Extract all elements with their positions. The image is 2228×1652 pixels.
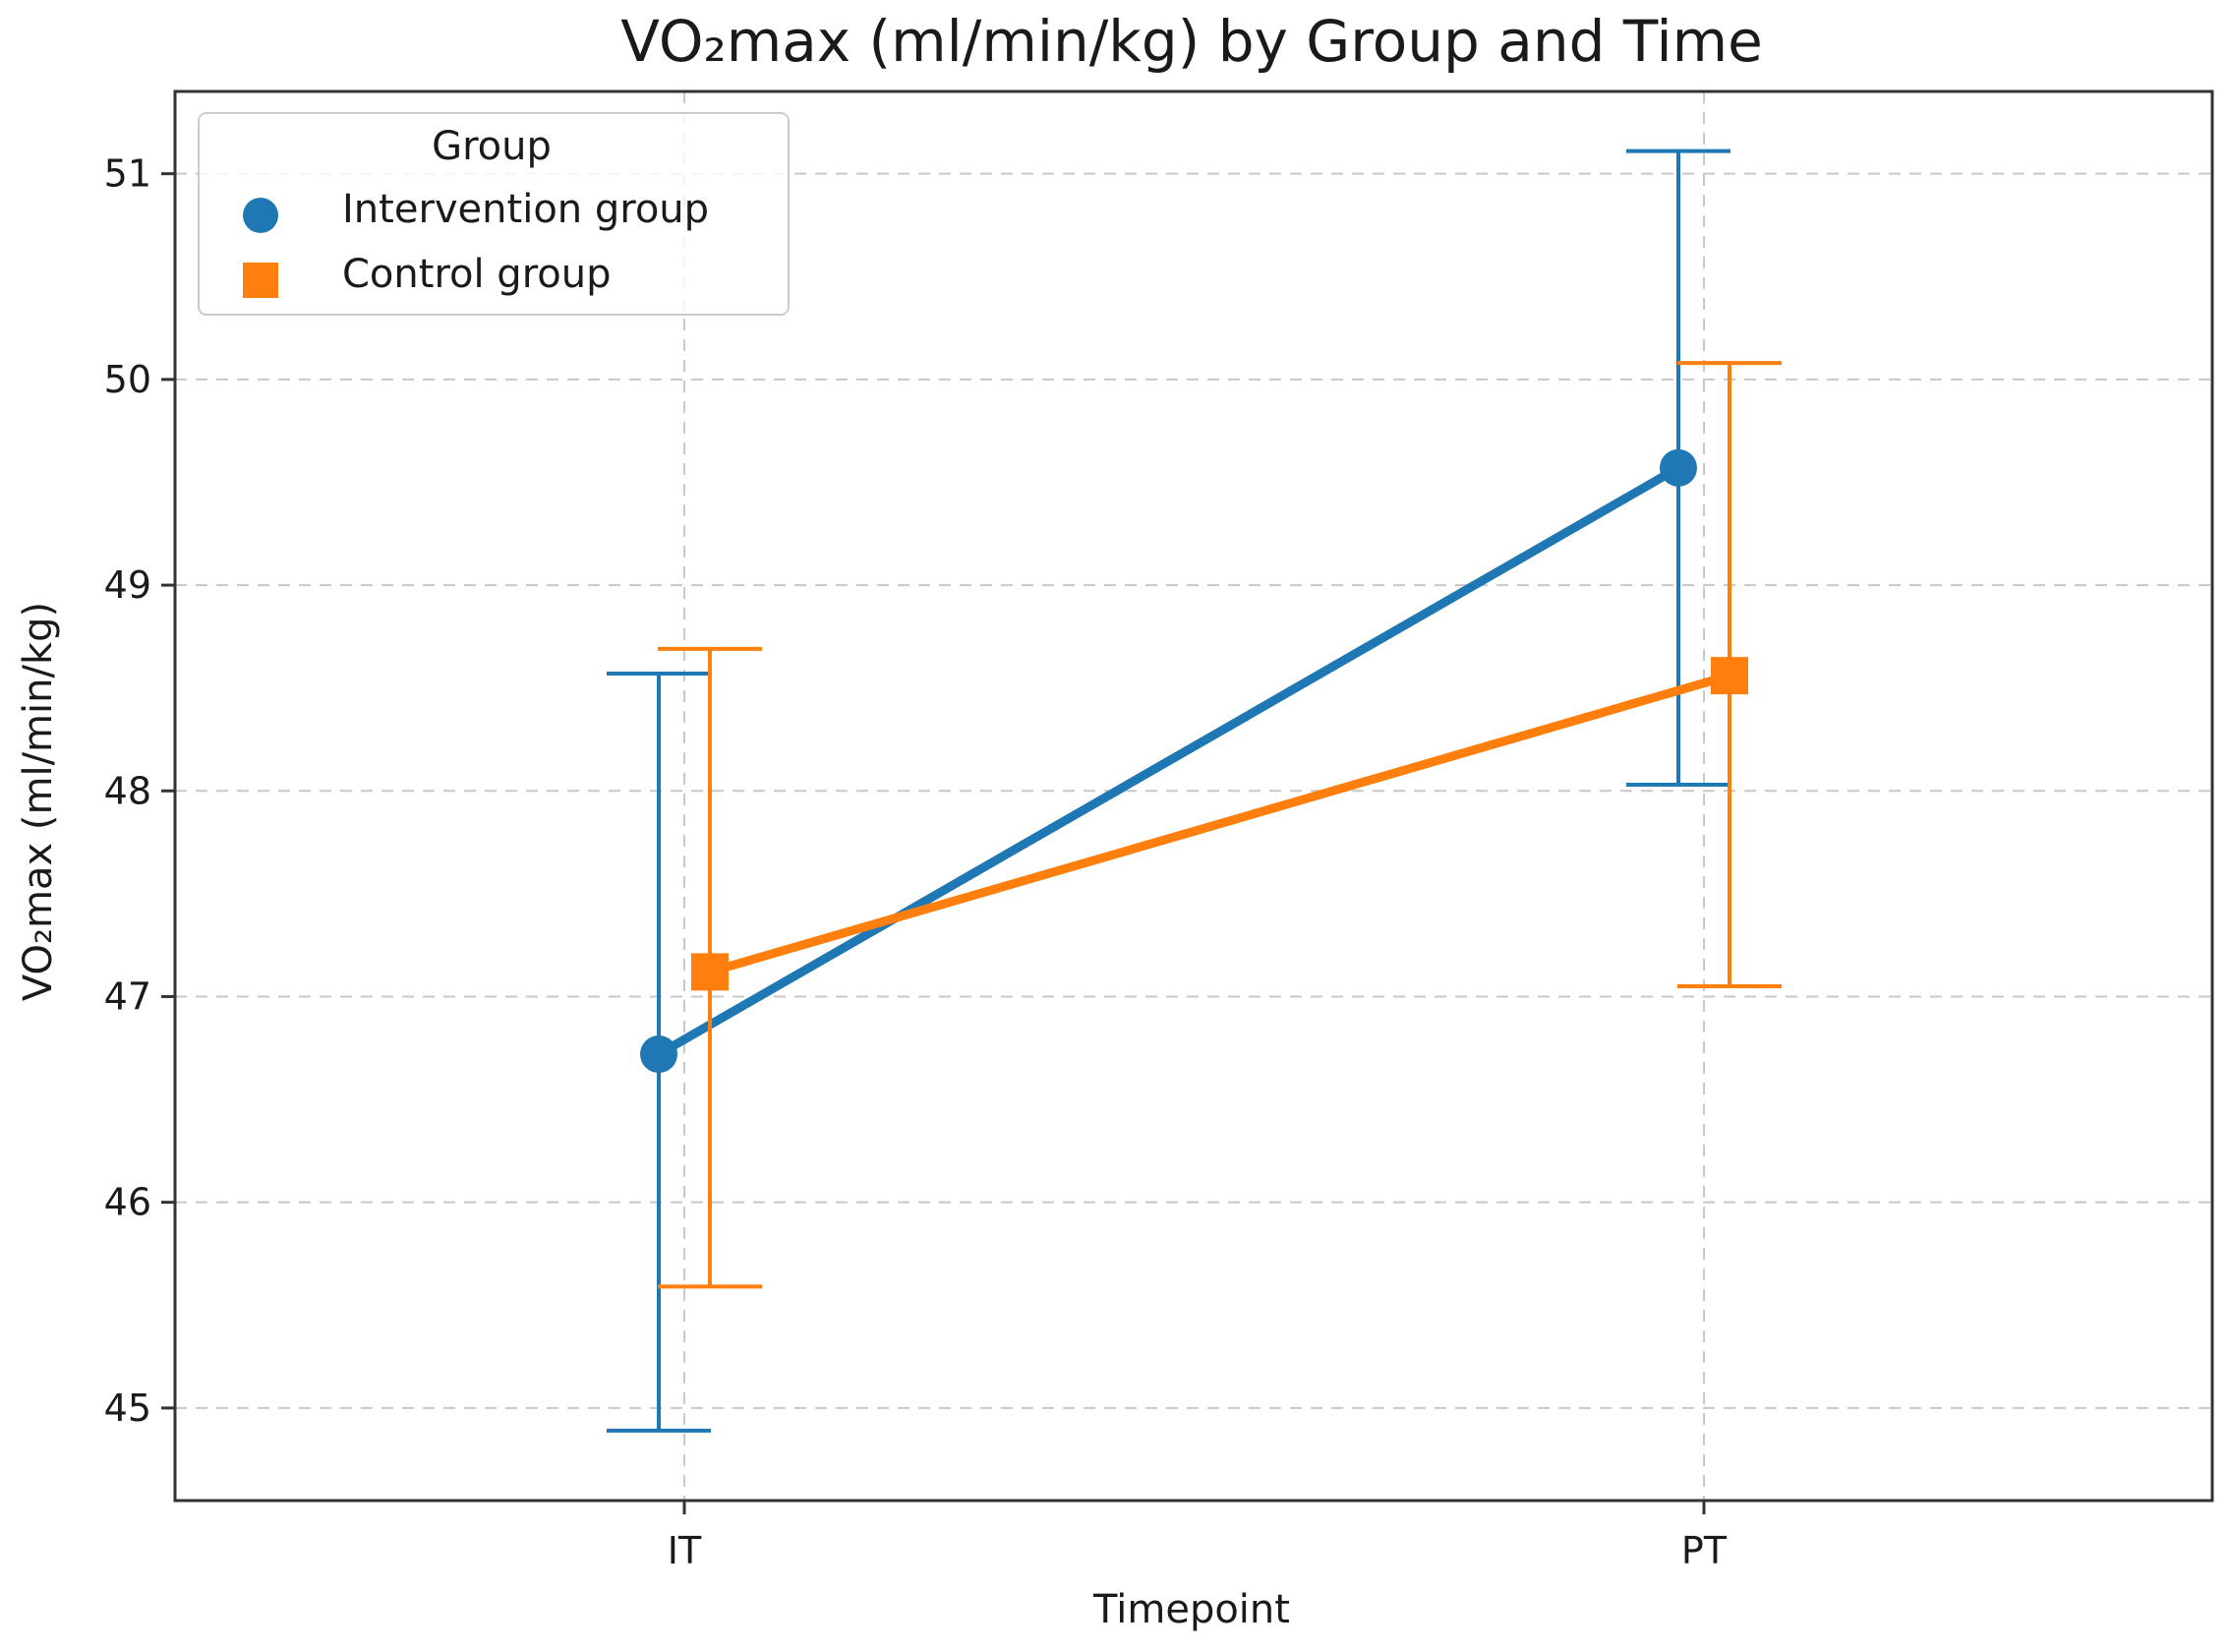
x-axis-label: Timepoint: [1092, 1587, 1290, 1632]
data-point-square: [691, 953, 729, 991]
y-tick-label: 49: [104, 563, 151, 607]
y-tick-label: 47: [104, 974, 151, 1018]
legend-label-intervention: Intervention group: [342, 187, 709, 232]
y-tick-label: 48: [104, 769, 151, 812]
legend-label-control: Control group: [342, 252, 611, 297]
legend-title: Group: [432, 124, 552, 169]
axes: 45 46 47 48 49 50 51 IT PT: [104, 152, 1728, 1572]
y-tick-label: 46: [104, 1181, 151, 1224]
data-point-circle: [640, 1035, 677, 1074]
y-tick-label: 45: [104, 1386, 151, 1430]
legend-box: [198, 112, 790, 316]
data-point-circle: [1660, 448, 1697, 487]
legend-marker-circle: [243, 198, 278, 233]
data-point-square: [1711, 657, 1748, 695]
series: [607, 148, 1782, 1433]
grid: [175, 91, 2212, 1501]
plot-frame: [173, 89, 2214, 1503]
x-tick-label: IT: [668, 1529, 702, 1572]
legend-item-intervention: Intervention group: [243, 187, 709, 233]
y-tick-label: 51: [104, 152, 151, 196]
series-line-1: [705, 671, 1734, 976]
y-axis-label: VO₂max (ml/min/kg): [16, 602, 61, 1001]
legend: Group Intervention group Control group: [198, 112, 790, 316]
y-tick-label: 50: [104, 358, 151, 401]
legend-marker-square: [243, 263, 278, 298]
chart-title: VO₂max (ml/min/kg) by Group and Time: [620, 8, 1763, 75]
series-line-0: [654, 463, 1683, 1059]
legend-item-control: Control group: [243, 252, 611, 298]
x-tick-label: PT: [1681, 1529, 1728, 1572]
